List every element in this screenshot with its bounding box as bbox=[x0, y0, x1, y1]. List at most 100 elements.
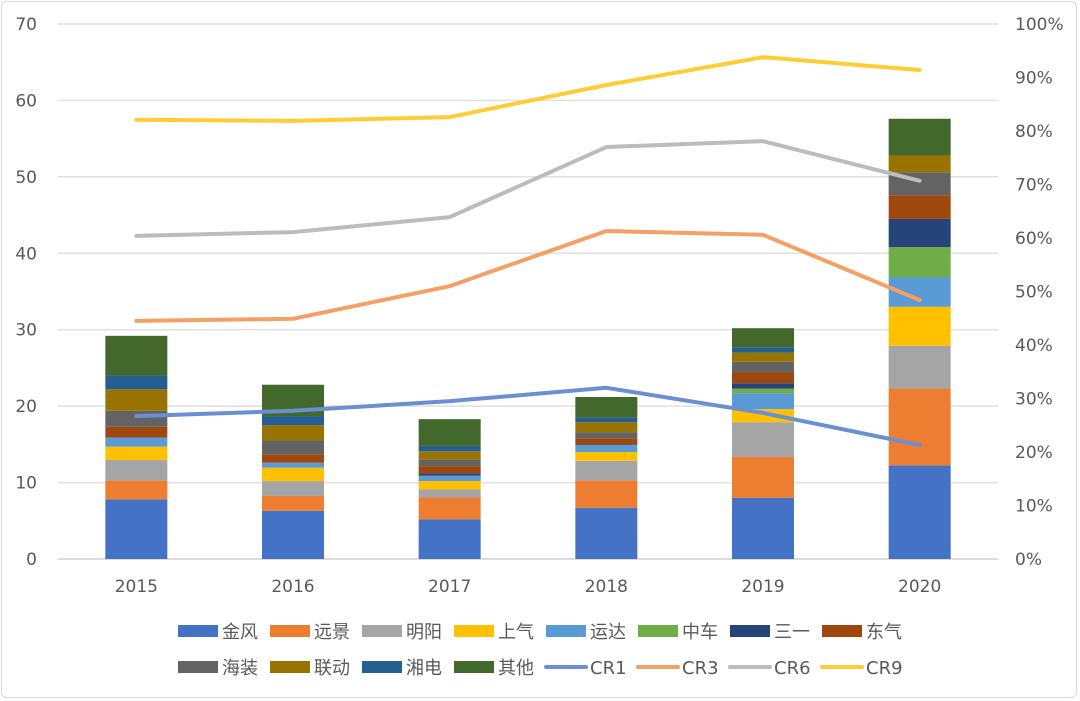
bar-segment bbox=[105, 480, 168, 500]
bar-segment bbox=[732, 328, 794, 348]
y-left-tick-label: 10 bbox=[15, 474, 37, 494]
legend-item: 湘电 bbox=[362, 658, 442, 679]
y-right-tick-label: 20% bbox=[1015, 443, 1053, 463]
legend-swatch bbox=[362, 661, 402, 673]
y-right-tick-label: 70% bbox=[1015, 176, 1053, 196]
legend-label: 湘电 bbox=[406, 658, 442, 679]
bar-segment bbox=[575, 417, 638, 423]
y-right-tick-label: 0% bbox=[1015, 550, 1042, 570]
legend-label: CR9 bbox=[866, 658, 903, 679]
x-tick-label: 2020 bbox=[898, 577, 941, 597]
bar-segment bbox=[888, 218, 951, 248]
y-right-tick-label: 30% bbox=[1015, 390, 1053, 410]
legend-label: 运达 bbox=[590, 622, 626, 643]
bar-segment bbox=[418, 481, 481, 490]
bar-segment bbox=[262, 467, 324, 482]
bar-segment bbox=[418, 489, 481, 498]
line-cr6 bbox=[134, 139, 922, 238]
bar-segment bbox=[732, 497, 794, 559]
bar-segment bbox=[262, 510, 324, 559]
legend-swatch bbox=[178, 661, 218, 673]
legend-item: 其他 bbox=[454, 658, 534, 679]
y-left-tick-label: 70 bbox=[15, 15, 37, 35]
bar-segment bbox=[418, 459, 481, 467]
legend-label: 金风 bbox=[222, 622, 258, 643]
legend-item: CR9 bbox=[820, 658, 903, 679]
bar-segment bbox=[105, 437, 168, 447]
legend-item: 运达 bbox=[546, 622, 626, 643]
x-tick-label: 2016 bbox=[271, 577, 314, 597]
bar-segment bbox=[732, 456, 794, 498]
y-right-tick-label: 40% bbox=[1015, 336, 1053, 356]
bar-segment bbox=[418, 445, 481, 452]
bar-segment bbox=[418, 475, 481, 482]
bar-segment bbox=[575, 438, 638, 445]
legend-swatch bbox=[546, 625, 586, 637]
legend-label: 远景 bbox=[314, 622, 350, 643]
line-cr9 bbox=[134, 55, 922, 123]
legend-item: 联动 bbox=[270, 658, 350, 679]
bar-segment bbox=[575, 480, 638, 508]
bar-segment bbox=[262, 416, 324, 426]
legend-swatch bbox=[638, 625, 678, 637]
bar-segment bbox=[418, 466, 481, 474]
bar-segment bbox=[732, 372, 794, 384]
legend-item: 金风 bbox=[178, 622, 258, 643]
legend-label: 三一 bbox=[774, 622, 810, 643]
bar-segment bbox=[105, 460, 168, 481]
bar-segment bbox=[888, 306, 951, 346]
legend-label: 中车 bbox=[682, 622, 718, 643]
x-tick-label: 2015 bbox=[115, 577, 158, 597]
bar-segment bbox=[418, 497, 481, 520]
legend-item: CR6 bbox=[728, 658, 811, 679]
legend-swatch bbox=[454, 661, 494, 673]
bar-segment bbox=[105, 410, 168, 427]
legend-label: CR6 bbox=[774, 658, 811, 679]
y-left-tick-label: 30 bbox=[15, 321, 37, 341]
legend-item: 东气 bbox=[822, 622, 902, 643]
legend-label: 上气 bbox=[498, 622, 534, 643]
bar-segment bbox=[888, 247, 951, 277]
legend-item: 远景 bbox=[270, 622, 350, 643]
legend-label: 联动 bbox=[314, 658, 350, 679]
legend-swatch bbox=[270, 661, 310, 673]
bar-segment bbox=[732, 347, 794, 353]
legend-item: 中车 bbox=[638, 622, 718, 643]
bar-segment bbox=[888, 155, 951, 173]
legend-item: 三一 bbox=[730, 622, 810, 643]
bar-segment bbox=[418, 419, 481, 446]
legend-label: 其他 bbox=[498, 658, 534, 679]
legend-item: 明阳 bbox=[362, 622, 442, 643]
bar-segment bbox=[262, 440, 324, 455]
bar-segment bbox=[575, 452, 638, 461]
bar-segment bbox=[105, 389, 168, 411]
bar-segment bbox=[888, 345, 951, 389]
bar-segment bbox=[105, 446, 168, 461]
legend-item: 上气 bbox=[454, 622, 534, 643]
legend-swatch bbox=[454, 625, 494, 637]
bar-segment bbox=[575, 445, 638, 452]
y-left-tick-label: 60 bbox=[15, 91, 37, 111]
legend-swatch bbox=[270, 625, 310, 637]
bar-segment bbox=[262, 454, 324, 463]
legend-label: CR1 bbox=[590, 658, 627, 679]
y-left-tick-label: 0 bbox=[26, 550, 37, 570]
bar-segment bbox=[418, 519, 481, 559]
bar-segment bbox=[262, 462, 324, 468]
bar-segment bbox=[262, 481, 324, 496]
bar-segment bbox=[888, 465, 951, 559]
legend-swatch bbox=[822, 625, 862, 637]
y-right-tick-label: 10% bbox=[1015, 497, 1053, 517]
bar-segment bbox=[575, 444, 638, 446]
bar-segment bbox=[418, 473, 481, 476]
bar-segment bbox=[418, 451, 481, 460]
line-cr1 bbox=[134, 385, 922, 448]
bar-segment bbox=[575, 507, 638, 559]
bar-segment bbox=[575, 396, 638, 418]
y-left-tick-label: 50 bbox=[15, 168, 37, 188]
x-tick-label: 2019 bbox=[741, 577, 784, 597]
bar-segment bbox=[888, 388, 951, 466]
bar-segment bbox=[105, 426, 168, 438]
bar-segment bbox=[732, 361, 794, 373]
bar-segment bbox=[732, 388, 794, 394]
